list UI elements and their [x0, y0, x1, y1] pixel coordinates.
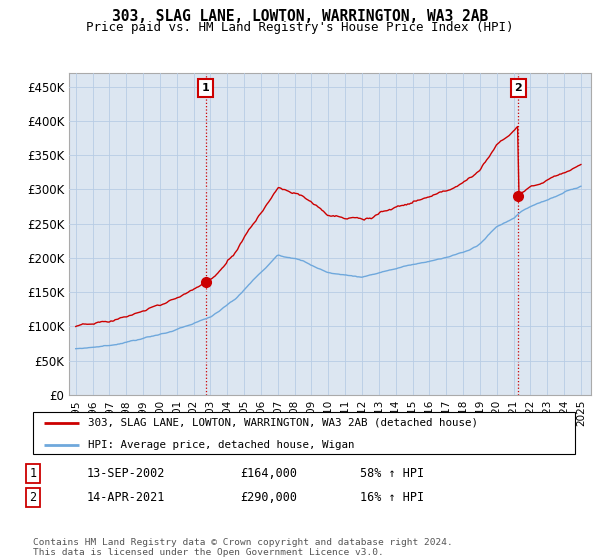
Text: 2: 2: [515, 83, 523, 93]
Text: 58% ↑ HPI: 58% ↑ HPI: [360, 466, 424, 480]
Text: 1: 1: [29, 466, 37, 480]
FancyBboxPatch shape: [33, 412, 575, 454]
Text: Price paid vs. HM Land Registry's House Price Index (HPI): Price paid vs. HM Land Registry's House …: [86, 21, 514, 34]
Text: £164,000: £164,000: [240, 466, 297, 480]
Text: Contains HM Land Registry data © Crown copyright and database right 2024.
This d: Contains HM Land Registry data © Crown c…: [33, 538, 453, 557]
Text: 16% ↑ HPI: 16% ↑ HPI: [360, 491, 424, 504]
Text: 13-SEP-2002: 13-SEP-2002: [87, 466, 166, 480]
Text: 303, SLAG LANE, LOWTON, WARRINGTON, WA3 2AB (detached house): 303, SLAG LANE, LOWTON, WARRINGTON, WA3 …: [88, 418, 478, 428]
Text: HPI: Average price, detached house, Wigan: HPI: Average price, detached house, Wiga…: [88, 440, 354, 450]
Text: 303, SLAG LANE, LOWTON, WARRINGTON, WA3 2AB: 303, SLAG LANE, LOWTON, WARRINGTON, WA3 …: [112, 9, 488, 24]
Text: 1: 1: [202, 83, 209, 93]
Text: 2: 2: [29, 491, 37, 504]
Text: £290,000: £290,000: [240, 491, 297, 504]
Text: 14-APR-2021: 14-APR-2021: [87, 491, 166, 504]
